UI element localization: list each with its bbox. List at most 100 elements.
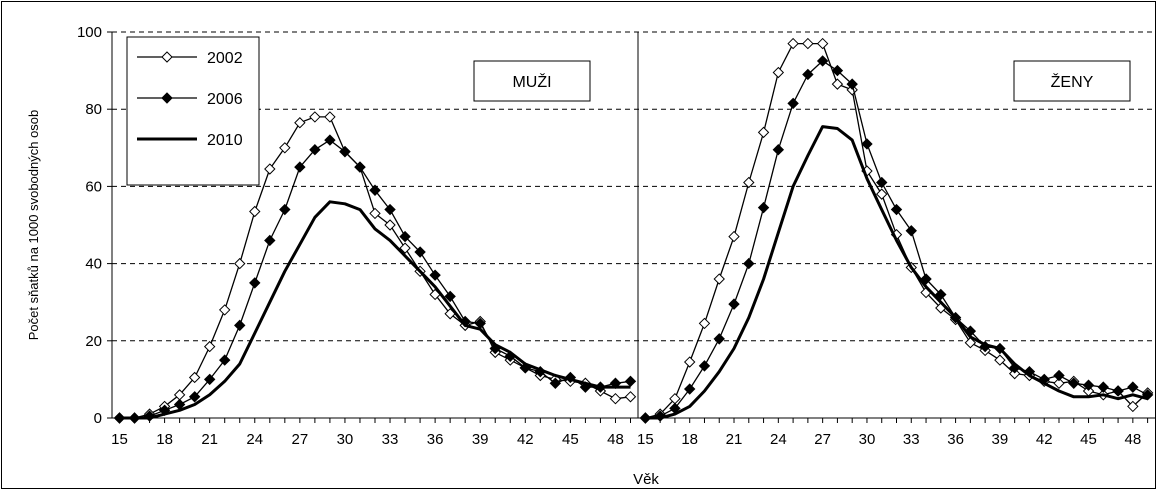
- data-point-2006: [772, 144, 785, 156]
- data-point-2006: [414, 246, 426, 258]
- data-point-2002: [249, 205, 261, 218]
- data-point-2002: [1008, 367, 1021, 380]
- data-point-2002: [743, 176, 755, 189]
- data-point-2002: [698, 317, 711, 330]
- data-point-2002: [369, 207, 381, 220]
- series-line-2010: [645, 125, 1148, 420]
- data-point-2006: [713, 333, 725, 345]
- data-point-2006: [846, 78, 858, 90]
- data-point-2006: [354, 161, 366, 173]
- x-tick-label: 18: [681, 431, 698, 448]
- data-point-2006: [264, 234, 276, 247]
- data-point-2006: [279, 203, 291, 216]
- data-point-2006: [219, 354, 231, 366]
- data-point-2002: [683, 356, 696, 368]
- x-tick-label: 24: [770, 431, 787, 448]
- data-point-2002: [1053, 377, 1065, 389]
- data-point-2006: [234, 319, 246, 332]
- y-tick-label: 20: [85, 333, 102, 350]
- data-point-2002: [609, 392, 622, 405]
- legend-marker-2002: [161, 51, 173, 63]
- x-tick-label: 48: [607, 431, 624, 448]
- data-point-2006: [890, 203, 903, 216]
- data-point-2006: [1141, 389, 1154, 401]
- data-point-2006: [549, 377, 562, 389]
- data-point-2002: [964, 337, 977, 349]
- data-point-2006: [831, 64, 844, 77]
- data-point-2002: [384, 219, 396, 231]
- data-point-2002: [188, 371, 201, 384]
- data-point-2006: [757, 201, 770, 214]
- x-tick-label: 39: [992, 431, 1009, 448]
- data-point-2002: [802, 37, 814, 50]
- y-tick-label: 60: [85, 178, 102, 195]
- data-point-2002: [994, 354, 1006, 366]
- data-point-2006: [1097, 381, 1110, 393]
- x-tick-label: 48: [1124, 431, 1141, 448]
- panel-label: ŽENY: [1051, 72, 1094, 91]
- x-tick-label: 36: [947, 431, 964, 448]
- y-tick-label: 40: [85, 256, 102, 273]
- x-tick-label: 33: [903, 431, 920, 448]
- y-tick-label: 100: [77, 24, 102, 41]
- data-point-2006: [1053, 369, 1065, 382]
- x-tick-label: 27: [292, 431, 309, 448]
- data-point-2006: [935, 288, 947, 301]
- data-point-2006: [1068, 377, 1080, 389]
- data-point-2006: [905, 225, 917, 237]
- data-point-2006: [249, 277, 261, 289]
- x-tick-label: 42: [517, 431, 534, 448]
- x-tick-label: 33: [382, 431, 399, 448]
- panel-label-box: [473, 60, 591, 102]
- x-tick-label: 30: [337, 431, 354, 448]
- data-point-2006: [787, 97, 799, 110]
- data-point-2002: [757, 126, 770, 139]
- data-point-2002: [234, 257, 246, 270]
- data-point-2006: [1127, 381, 1139, 393]
- data-point-2002: [294, 117, 306, 129]
- data-point-2006: [698, 360, 711, 372]
- panel-label-box: [1013, 60, 1131, 102]
- x-tick-label: 15: [111, 431, 128, 448]
- x-tick-label: 30: [859, 431, 876, 448]
- x-tick-label: 39: [472, 431, 489, 448]
- data-point-2002: [1127, 400, 1139, 413]
- x-tick-label: 15: [637, 431, 654, 448]
- data-point-2006: [339, 145, 351, 158]
- data-point-2002: [203, 340, 216, 353]
- data-point-2006: [444, 290, 456, 303]
- data-point-2006: [861, 138, 873, 150]
- x-tick-label: 42: [1036, 431, 1053, 448]
- legend-label-2010: 2010: [207, 132, 243, 149]
- data-point-2006: [399, 230, 411, 243]
- data-point-2002: [324, 111, 336, 123]
- data-point-2002: [816, 37, 829, 50]
- x-tick-label: 36: [427, 431, 444, 448]
- data-point-2002: [772, 66, 785, 79]
- x-tick-label: 27: [814, 431, 831, 448]
- data-point-2006: [294, 161, 306, 173]
- data-point-2002: [728, 230, 740, 243]
- x-tick-label: 18: [156, 431, 173, 448]
- data-point-2006: [876, 176, 888, 189]
- data-point-2002: [846, 84, 858, 96]
- legend-box: [126, 36, 260, 186]
- x-tick-label: 24: [246, 431, 263, 448]
- data-point-2006: [384, 203, 396, 216]
- data-point-2002: [309, 111, 321, 123]
- data-point-2006: [1112, 385, 1124, 397]
- data-point-2006: [203, 373, 216, 386]
- data-point-2002: [831, 78, 844, 90]
- data-point-2006: [743, 257, 755, 270]
- data-point-2006: [429, 269, 441, 281]
- data-point-2006: [728, 298, 740, 310]
- legend-marker-2006: [161, 92, 173, 104]
- data-point-2006: [309, 144, 321, 156]
- data-point-2002: [713, 273, 725, 285]
- x-tick-label: 21: [201, 431, 218, 448]
- data-point-2006: [324, 134, 336, 146]
- data-point-2006: [802, 68, 814, 81]
- data-point-2006: [683, 383, 696, 395]
- x-tick-label: 21: [726, 431, 743, 448]
